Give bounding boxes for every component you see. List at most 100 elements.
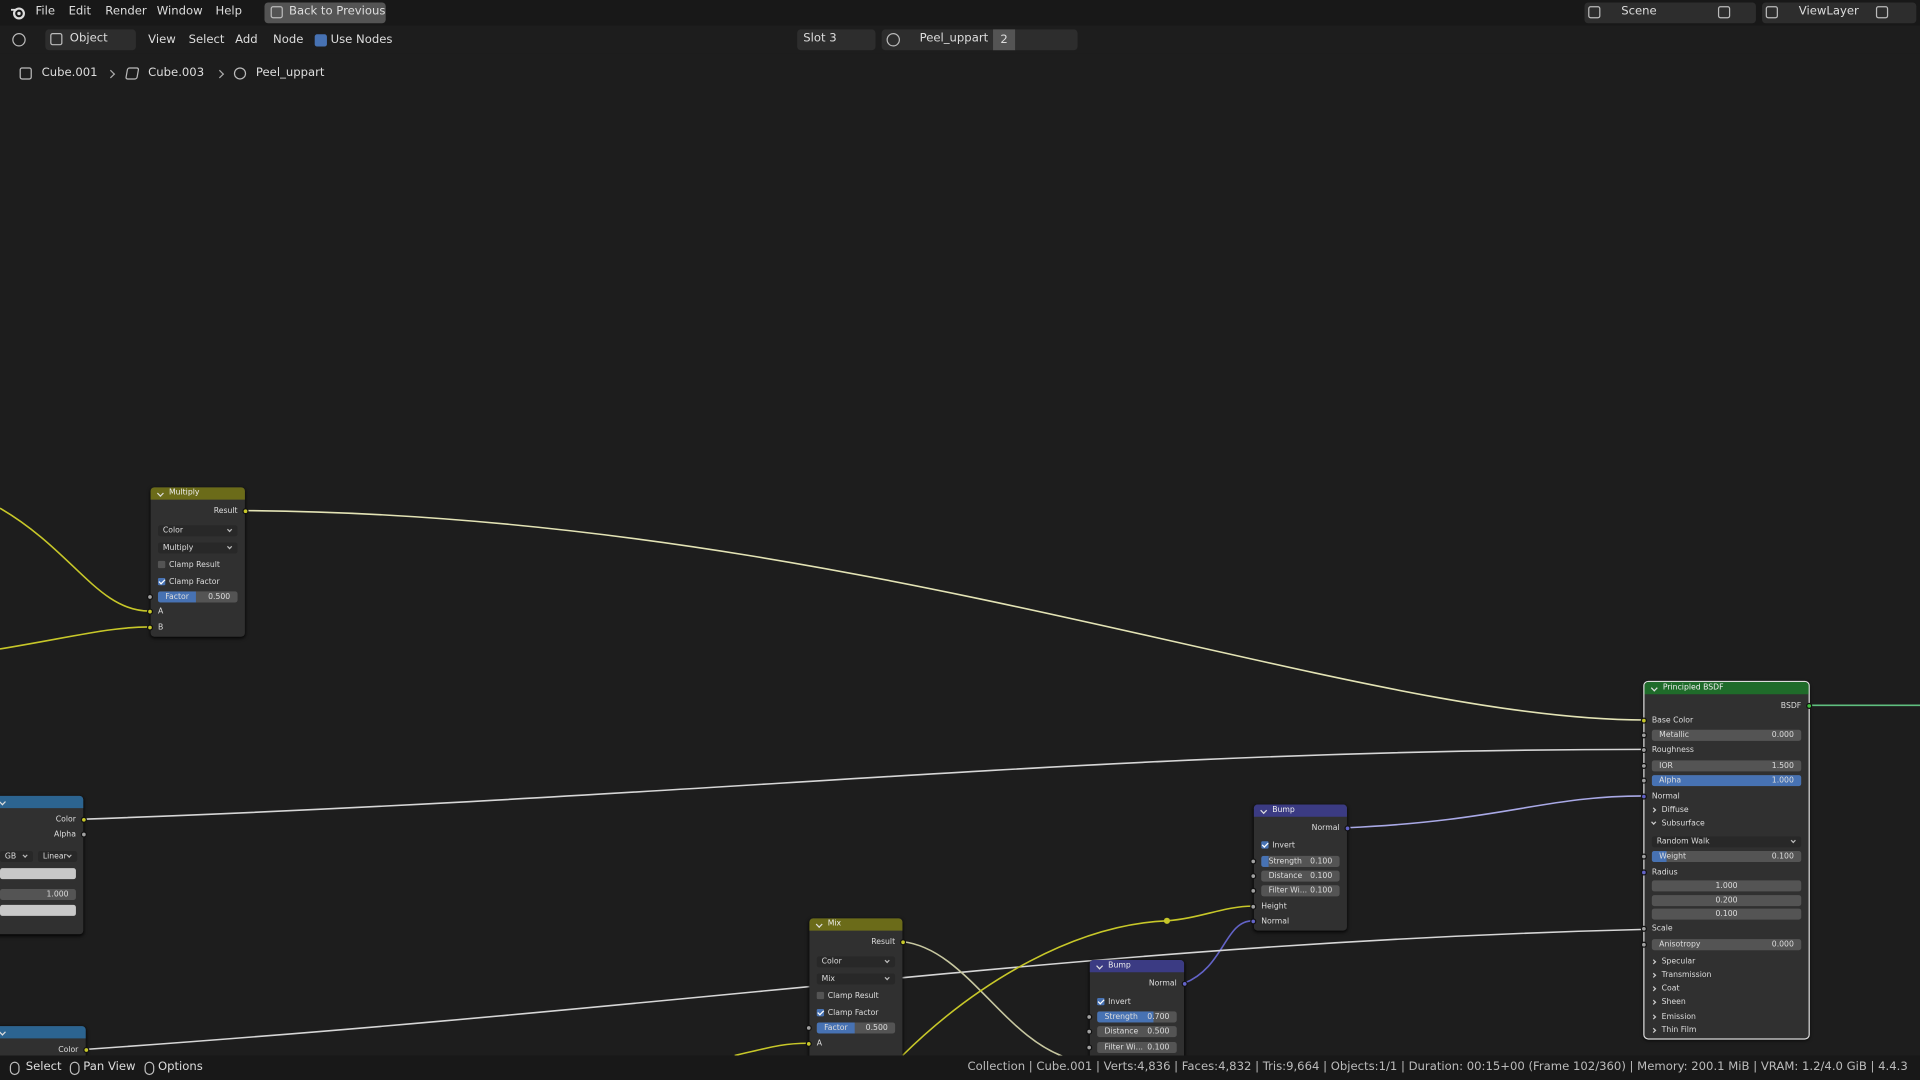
panel-toggle[interactable]: Coat bbox=[1652, 983, 1801, 994]
slider[interactable]: Strength 0.700 bbox=[1097, 1010, 1177, 1022]
view-layer-selector[interactable]: ViewLayer bbox=[1762, 2, 1917, 24]
output-socket[interactable] bbox=[1344, 824, 1351, 831]
field[interactable]: Filter Wi... 0.100 bbox=[1261, 884, 1340, 896]
input-socket[interactable] bbox=[1250, 887, 1257, 894]
slider[interactable]: Alpha 1.000 bbox=[1651, 774, 1802, 786]
field[interactable] bbox=[0, 867, 76, 879]
panel-toggle[interactable]: Diffuse bbox=[1652, 804, 1801, 815]
menu-item[interactable]: Render bbox=[105, 4, 147, 19]
field[interactable]: Distance 0.100 bbox=[1261, 870, 1340, 882]
node-principled-bsdf[interactable]: Principled BSDF BSDF Base Color Metallic… bbox=[1640, 680, 1813, 1040]
checkbox[interactable] bbox=[1261, 840, 1269, 848]
checkbox-row[interactable]: Clamp Factor bbox=[816, 1007, 895, 1018]
field[interactable] bbox=[0, 904, 76, 916]
output-socket[interactable] bbox=[900, 938, 907, 945]
input-socket[interactable] bbox=[1640, 925, 1647, 932]
copy-icon[interactable] bbox=[1717, 6, 1731, 19]
checkbox-row[interactable]: Clamp Result bbox=[157, 559, 238, 570]
menu-item[interactable]: Node bbox=[273, 33, 304, 47]
slider[interactable]: Factor 0.500 bbox=[816, 1021, 896, 1033]
user-count[interactable]: 2 bbox=[993, 29, 1016, 51]
output-socket[interactable] bbox=[80, 816, 87, 823]
use-nodes-checkbox[interactable] bbox=[314, 34, 327, 47]
input-socket[interactable] bbox=[1640, 852, 1647, 859]
input-socket[interactable] bbox=[1640, 731, 1647, 738]
input-socket[interactable] bbox=[805, 1024, 812, 1031]
field[interactable]: 1.000 bbox=[1651, 879, 1802, 891]
dropdown[interactable]: Linear bbox=[37, 850, 78, 862]
field[interactable]: Distance 0.500 bbox=[1097, 1025, 1177, 1037]
input-socket[interactable] bbox=[1640, 716, 1647, 724]
input-socket[interactable] bbox=[1640, 762, 1647, 769]
editor-type[interactable] bbox=[12, 33, 26, 47]
output-socket[interactable] bbox=[83, 1046, 90, 1053]
input-socket[interactable] bbox=[146, 623, 154, 631]
input-socket[interactable] bbox=[1250, 872, 1257, 879]
checkbox-row[interactable]: Invert bbox=[1097, 996, 1177, 1007]
panel-toggle[interactable]: Sheen bbox=[1652, 996, 1801, 1007]
input-socket[interactable] bbox=[1640, 776, 1647, 784]
input-socket[interactable] bbox=[1640, 868, 1647, 875]
input-socket[interactable] bbox=[1086, 1013, 1093, 1020]
input-socket[interactable] bbox=[1250, 857, 1257, 864]
input-socket[interactable] bbox=[1640, 792, 1647, 799]
dropdown[interactable]: Multiply bbox=[157, 541, 238, 553]
node-bump[interactable]: Bump Normal Invert Strength 0.100 Distanc… bbox=[1250, 804, 1351, 931]
panel-toggle[interactable]: Subsurface bbox=[1652, 817, 1801, 828]
field[interactable]: 0.200 bbox=[1651, 894, 1802, 906]
scene-selector[interactable]: Scene bbox=[1584, 2, 1756, 24]
input-socket[interactable] bbox=[1640, 941, 1647, 948]
panel-toggle[interactable]: Specular bbox=[1652, 956, 1801, 967]
node-image-texture[interactable]: Color bbox=[0, 1026, 90, 1056]
slider[interactable]: Factor 0.500 bbox=[157, 590, 238, 602]
material-selector[interactable]: Peel_uppart 2 bbox=[881, 29, 1078, 51]
node-image-texture[interactable]: Color Alpha GB Linear 1.000 bbox=[0, 795, 87, 935]
node-mix[interactable]: Mix Result Color Mix Clamp Result Clamp … bbox=[805, 918, 907, 1056]
checkbox[interactable] bbox=[157, 560, 166, 568]
object-dropdown[interactable]: Object bbox=[45, 29, 136, 51]
field[interactable]: Filter Wi... 0.100 bbox=[1097, 1041, 1177, 1053]
checkbox[interactable] bbox=[816, 991, 825, 999]
checkbox-row[interactable]: Clamp Factor bbox=[157, 576, 238, 587]
input-socket[interactable] bbox=[1640, 746, 1647, 753]
dropdown[interactable]: GB bbox=[0, 850, 34, 862]
checkbox[interactable] bbox=[1097, 997, 1105, 1005]
menu-item[interactable]: Help bbox=[215, 4, 243, 19]
checkbox[interactable] bbox=[816, 1008, 825, 1016]
dropdown[interactable]: Random Walk bbox=[1651, 835, 1802, 847]
input-socket[interactable] bbox=[805, 1040, 812, 1047]
slider[interactable]: Strength 0.100 bbox=[1261, 855, 1340, 867]
field[interactable]: IOR 1.500 bbox=[1651, 759, 1802, 771]
menu-item[interactable]: File bbox=[35, 4, 55, 19]
input-socket[interactable] bbox=[1086, 1043, 1093, 1051]
output-socket[interactable] bbox=[242, 507, 249, 514]
checkbox[interactable] bbox=[157, 577, 166, 585]
field[interactable]: 1.000 bbox=[0, 888, 76, 900]
node-bump[interactable]: Bump Normal Invert Strength 0.700 Distanc… bbox=[1086, 960, 1188, 1056]
menu-item[interactable]: Select bbox=[188, 33, 225, 47]
menu-item[interactable]: Edit bbox=[68, 4, 92, 19]
input-socket[interactable] bbox=[1250, 917, 1257, 924]
field[interactable]: Metallic 0.000 bbox=[1651, 729, 1802, 741]
panel-toggle[interactable]: Transmission bbox=[1652, 969, 1801, 980]
menu-item[interactable]: Window bbox=[156, 4, 203, 19]
node-multiply[interactable]: Multiply Result Color Multiply Clamp Res… bbox=[146, 487, 249, 637]
menu-item[interactable]: View bbox=[148, 33, 176, 47]
input-socket[interactable] bbox=[1086, 1027, 1093, 1035]
field[interactable]: 0.100 bbox=[1651, 907, 1802, 919]
input-socket[interactable] bbox=[146, 593, 154, 600]
slot-dropdown[interactable]: Slot 3 bbox=[797, 29, 876, 51]
dropdown[interactable]: Color bbox=[816, 955, 896, 967]
copy-icon[interactable] bbox=[1875, 6, 1889, 19]
panel-toggle[interactable]: Emission bbox=[1652, 1011, 1801, 1022]
back-button[interactable]: Back to Previous bbox=[264, 2, 386, 24]
output-socket[interactable] bbox=[1806, 702, 1813, 709]
output-socket[interactable] bbox=[80, 830, 87, 837]
field[interactable]: Anisotropy 0.000 bbox=[1651, 938, 1802, 950]
dropdown[interactable]: Mix bbox=[816, 972, 896, 984]
blender-logo[interactable] bbox=[10, 5, 26, 21]
panel-toggle[interactable]: Thin Film bbox=[1652, 1024, 1801, 1035]
slider[interactable]: Weight 0.100 bbox=[1651, 850, 1802, 862]
input-socket[interactable] bbox=[1250, 903, 1257, 910]
checkbox-row[interactable]: Invert bbox=[1261, 839, 1339, 850]
